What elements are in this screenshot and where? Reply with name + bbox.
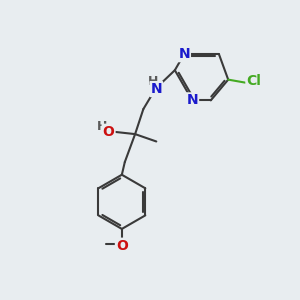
Text: Cl: Cl [246,74,261,88]
Text: H: H [148,76,158,88]
Text: N: N [151,82,162,96]
Text: O: O [116,239,128,253]
Text: N: N [178,47,190,61]
Text: H: H [97,120,107,133]
Text: O: O [103,125,115,139]
Text: N: N [187,93,198,107]
